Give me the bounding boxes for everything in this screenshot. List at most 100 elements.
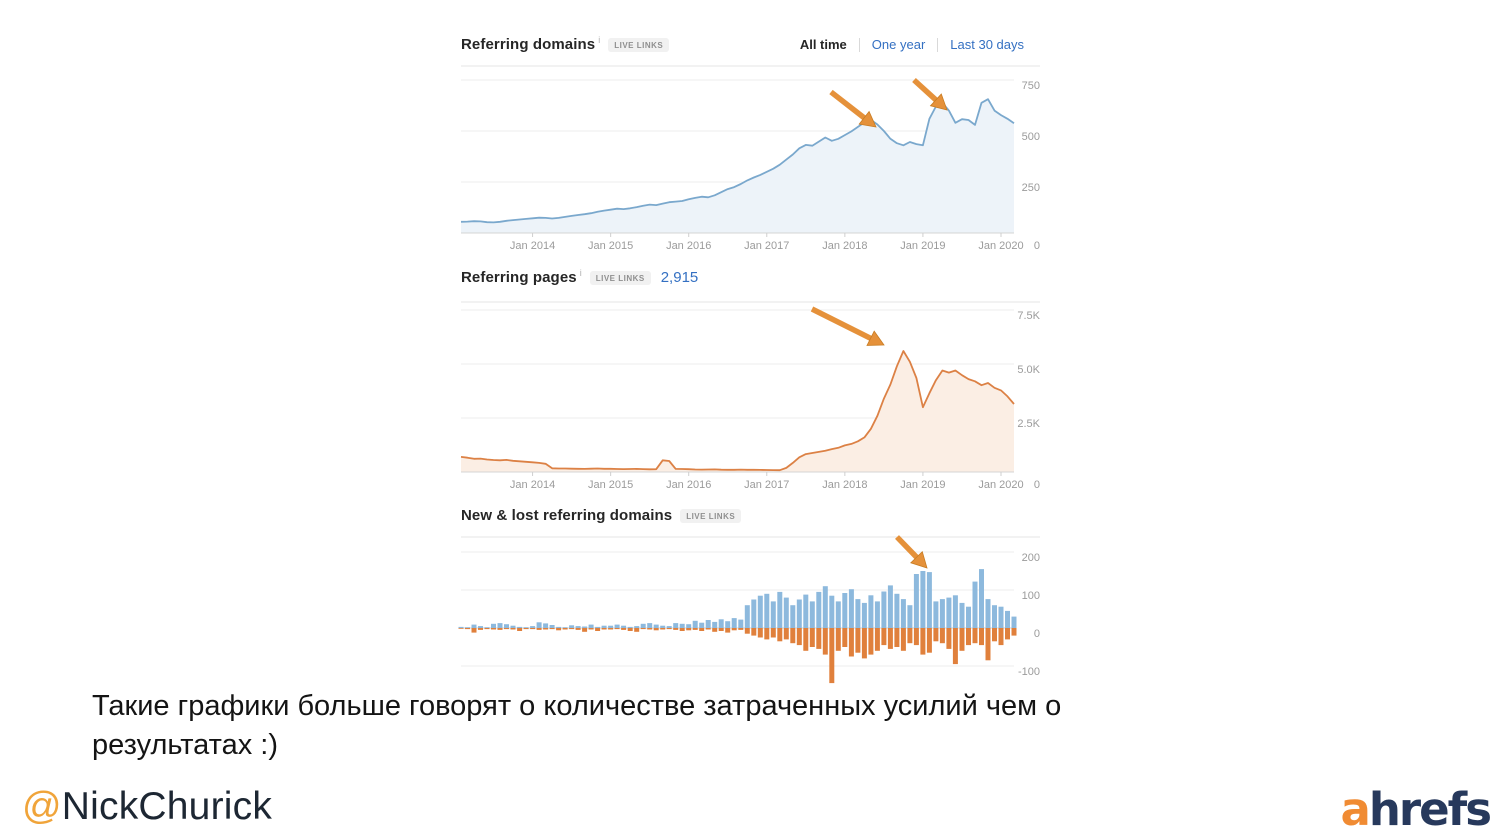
bar-new xyxy=(712,621,718,628)
bar-lost xyxy=(738,628,744,630)
y-axis-label: 5.0K xyxy=(1017,364,1040,376)
bar-new xyxy=(666,626,672,628)
bar-new xyxy=(517,626,523,628)
bar-lost xyxy=(556,628,562,631)
author-name: NickChurick xyxy=(61,785,273,828)
bar-new xyxy=(933,601,939,628)
bar-lost xyxy=(900,628,906,651)
bar-lost xyxy=(731,628,737,631)
bar-lost xyxy=(1011,628,1017,636)
bar-new xyxy=(809,601,815,628)
bar-new xyxy=(647,623,653,628)
bar-new xyxy=(705,620,711,628)
annotation-arrow-head xyxy=(866,330,885,346)
bar-new xyxy=(907,605,913,628)
y-axis-label: 500 xyxy=(1022,131,1040,143)
bar-lost xyxy=(829,628,835,684)
live-links-badge: LIVE LINKS xyxy=(608,37,670,52)
bar-new xyxy=(1011,616,1017,628)
bar-lost xyxy=(972,628,978,644)
bar-new xyxy=(861,602,867,628)
info-icon[interactable]: i xyxy=(579,268,582,278)
bar-new xyxy=(979,569,984,628)
bar-new xyxy=(894,593,900,628)
bar-new xyxy=(725,621,731,628)
y-axis-label: 750 xyxy=(1022,80,1040,92)
bar-lost xyxy=(536,628,542,630)
bar-new xyxy=(699,622,705,628)
bar-new xyxy=(595,626,601,628)
y-axis-label: 100 xyxy=(1022,590,1040,602)
bar-lost xyxy=(855,628,861,653)
bar-new xyxy=(484,627,490,628)
bar-new xyxy=(497,623,503,628)
bar-new xyxy=(751,599,757,628)
live-links-badge: LIVE LINKS xyxy=(589,270,651,285)
bar-lost xyxy=(712,628,718,632)
bar-lost xyxy=(822,628,828,655)
bar-lost xyxy=(465,628,470,630)
bar-new xyxy=(640,623,646,628)
bar-new xyxy=(881,591,887,628)
x-axis-label: Jan 2020 xyxy=(978,240,1023,252)
bar-new xyxy=(966,606,971,628)
bar-lost xyxy=(998,628,1004,646)
bar-new xyxy=(972,581,978,628)
bar-lost xyxy=(484,628,490,630)
bar-lost xyxy=(705,628,711,630)
bar-new xyxy=(946,597,952,628)
y-axis-label: 0 xyxy=(1034,628,1040,640)
bar-new xyxy=(608,625,614,628)
bar-lost xyxy=(601,628,607,630)
bar-new xyxy=(822,586,828,628)
bar-new xyxy=(536,622,542,628)
caption-line-1: Такие графики больше говорят о количеств… xyxy=(92,690,1062,722)
info-icon[interactable]: i xyxy=(598,35,601,45)
line-series xyxy=(460,350,1015,472)
bar-lost xyxy=(803,628,809,651)
bar-lost xyxy=(582,628,588,632)
bar-lost xyxy=(660,628,666,630)
bar-new xyxy=(926,572,932,628)
x-axis-label: Jan 2019 xyxy=(900,240,945,252)
x-axis-label: Jan 2016 xyxy=(666,240,711,252)
bar-new xyxy=(764,593,770,628)
referring-pages-count: 2,915 xyxy=(660,269,699,286)
bar-lost xyxy=(744,628,750,634)
bar-lost xyxy=(1005,628,1010,640)
bar-new xyxy=(621,625,627,628)
filter-all-time[interactable]: All time xyxy=(799,37,847,52)
bar-lost xyxy=(647,628,653,630)
bar-new xyxy=(816,591,822,628)
x-axis-label: Jan 2020 xyxy=(978,479,1023,491)
y-axis-zero-label: 0 xyxy=(1034,479,1040,491)
bar-lost xyxy=(881,628,887,646)
filter-one-year[interactable]: One year xyxy=(871,37,926,52)
bar-lost xyxy=(848,628,854,657)
bar-lost xyxy=(894,628,900,647)
bar-lost xyxy=(777,628,783,642)
bar-lost xyxy=(510,628,516,630)
bar-lost xyxy=(523,628,529,630)
bar-lost xyxy=(920,628,926,655)
x-axis-label: Jan 2015 xyxy=(588,240,633,252)
area-fill xyxy=(461,351,1014,472)
x-axis-label: Jan 2015 xyxy=(588,479,633,491)
bar-lost xyxy=(966,628,971,646)
logo-letter-a: a xyxy=(1340,783,1371,836)
bar-lost xyxy=(783,628,789,640)
filter-last-30-days[interactable]: Last 30 days xyxy=(950,37,1024,52)
annotation-arrow-shaft xyxy=(912,77,938,102)
annotation-arrow-head xyxy=(858,110,877,128)
bar-lost xyxy=(992,628,997,642)
bar-new xyxy=(549,625,555,628)
bar-lost xyxy=(926,628,932,653)
bar-lost xyxy=(985,628,991,661)
bar-lost xyxy=(692,628,698,630)
annotation-arrow-head xyxy=(910,550,928,569)
bar-new xyxy=(491,623,496,628)
x-axis-label: Jan 2018 xyxy=(822,479,867,491)
bar-new xyxy=(829,595,835,628)
bar-new xyxy=(718,619,724,628)
